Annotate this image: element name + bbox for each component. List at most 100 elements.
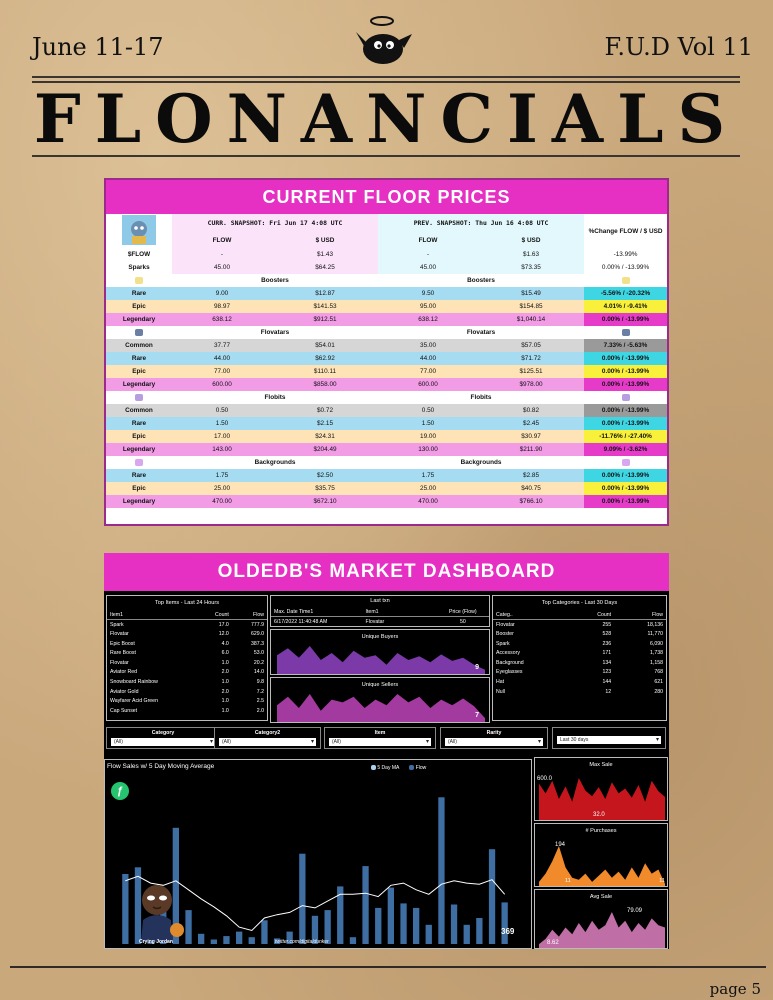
top-item-row-name: Flovatar bbox=[110, 659, 129, 666]
top-item-row-flow: 777.9 bbox=[251, 621, 264, 628]
top-category-row[interactable]: Booster 528 11,770 bbox=[493, 629, 666, 639]
area-fill bbox=[277, 694, 485, 722]
top-items-col-count[interactable]: Count bbox=[196, 610, 232, 621]
prev-flow-cell: 95.00 bbox=[378, 300, 479, 313]
floor-row[interactable]: Legendary 638.12 $912.51 638.12 $1,040.14 0.0… bbox=[106, 313, 668, 326]
section-name-curr: Flobits bbox=[172, 391, 379, 404]
floor-row[interactable]: Legendary 470.00 $672.10 470.00 $766.10 0.00%… bbox=[106, 495, 668, 508]
filter-label: Item bbox=[374, 730, 386, 736]
top-category-row-name: Eyeglasses bbox=[496, 669, 523, 676]
floor-row[interactable]: Epic 25.00 $35.75 25.00 $40.75 0.00% / -13.99… bbox=[106, 482, 668, 495]
top-item-row[interactable]: Flovatar 1.0 20.2 bbox=[107, 658, 267, 668]
floor-row[interactable]: Rare 44.00 $62.92 44.00 $71.72 0.00% / -13.99… bbox=[106, 352, 668, 365]
last-txn-row[interactable]: 6/17/2022 11:40:48 AM Flovatar 50 bbox=[271, 617, 489, 627]
top-item-row[interactable]: Cap Sunset 1.0 2.0 bbox=[107, 706, 267, 716]
top-item-row-name: Flovatar bbox=[110, 630, 129, 637]
top-item-row-flow: 14.0 bbox=[253, 669, 264, 676]
flow-sales-chart[interactable] bbox=[105, 772, 531, 948]
curr-flow-cell: 77.00 bbox=[172, 365, 272, 378]
floor-row-label: Common bbox=[106, 404, 172, 417]
top-category-row-flow: 6,090 bbox=[650, 640, 663, 647]
prev-flow-cell: 19.00 bbox=[378, 430, 479, 443]
top-item-row[interactable]: Spark 17.0 777.9 bbox=[107, 620, 267, 630]
flow-bar bbox=[248, 937, 255, 944]
floor-row[interactable]: Legendary 600.00 $858.00 600.00 $978.00 0.00%… bbox=[106, 378, 668, 391]
top-category-row-count: 144 bbox=[602, 678, 612, 685]
floor-prices-panel: CURRENT FLOOR PRICES CURR. SNAPSHOT: Fri… bbox=[104, 178, 669, 526]
filter-dropdown[interactable]: Last 30 days bbox=[557, 736, 661, 744]
floor-row[interactable]: Common 0.50 $0.72 0.50 $0.82 0.00% / -13.99% bbox=[106, 404, 668, 417]
max-sale-chart[interactable] bbox=[539, 772, 665, 820]
change-cell: 0.00% / -13.99% bbox=[584, 352, 668, 365]
top-categories-col-flow[interactable]: Flow bbox=[614, 610, 666, 621]
floor-row[interactable]: Rare 9.00 $12.87 9.50 $15.49 -5.56% / -20.32% bbox=[106, 287, 668, 300]
filter-dropdown[interactable]: (All) bbox=[445, 738, 543, 746]
top-category-row[interactable]: Hat 144 621 bbox=[493, 677, 666, 687]
flow-bar bbox=[375, 907, 382, 944]
filter-dropdown[interactable]: (All) bbox=[219, 738, 316, 746]
unique-sellers-sparkline[interactable] bbox=[277, 690, 485, 722]
filter-dropdown[interactable]: (All) bbox=[329, 738, 431, 746]
floor-row[interactable]: Epic 77.00 $110.11 77.00 $125.51 0.00% / -13.… bbox=[106, 365, 668, 378]
top-category-row-name: Hat bbox=[496, 678, 505, 685]
top-item-row-flow: 629.0 bbox=[251, 630, 264, 637]
prev-usd-cell: $40.75 bbox=[478, 482, 585, 495]
section-name-prev: Boosters bbox=[378, 274, 585, 287]
unique-buyers-sparkline[interactable] bbox=[277, 642, 485, 674]
floor-row[interactable]: Common 37.77 $54.01 35.00 $57.05 7.33% / -5.6… bbox=[106, 339, 668, 352]
avg-sale-chart[interactable] bbox=[539, 904, 665, 948]
purchases-chart[interactable] bbox=[539, 838, 665, 886]
flow-bar bbox=[286, 931, 293, 944]
change-cell: 0.00% / -13.99% bbox=[584, 404, 668, 417]
floor-row[interactable]: Rare 1.75 $2.50 1.75 $2.85 0.00% / -13.99% bbox=[106, 469, 668, 482]
top-categories-col-category[interactable]: Categ.. bbox=[493, 610, 566, 621]
top-category-row[interactable]: Null 12 280 bbox=[493, 687, 666, 697]
floor-row[interactable]: Epic 98.97 $141.53 95.00 $154.85 4.01% / -9.4… bbox=[106, 300, 668, 313]
top-items-col-item[interactable]: Item1 bbox=[107, 610, 197, 621]
change-cell: 0.00% / -13.99% bbox=[584, 495, 668, 508]
floor-row[interactable]: Legendary 143.00 $204.49 130.00 $211.90 9.09%… bbox=[106, 443, 668, 456]
max-sale-title: Max Sale bbox=[589, 762, 613, 768]
top-category-row[interactable]: Spark 236 6,090 bbox=[493, 639, 666, 649]
top-item-row-flow: 9.8 bbox=[256, 678, 264, 685]
top-category-row-count: 12 bbox=[605, 688, 612, 695]
top-item-row[interactable]: Wayfarer Acid Green 1.0 2.5 bbox=[107, 696, 267, 706]
top-category-row[interactable]: Accessory 171 1,738 bbox=[493, 648, 666, 658]
floor-row[interactable]: $FLOW - $1.43- $1.63 -13.99% bbox=[106, 248, 667, 261]
legend-flow[interactable]: Flow bbox=[409, 765, 426, 771]
curr-usd-cell: $912.51 bbox=[272, 313, 379, 326]
section-name-prev: Backgrounds bbox=[378, 456, 585, 469]
top-category-row[interactable]: Background 134 1,158 bbox=[493, 658, 666, 668]
prev-usd-cell: $154.85 bbox=[478, 300, 585, 313]
section-icon bbox=[106, 326, 172, 339]
top-item-row[interactable]: Flovatar 12.0 629.0 bbox=[107, 629, 267, 639]
top-categories-col-count[interactable]: Count bbox=[565, 610, 615, 621]
floor-row[interactable]: Sparks 45.00 $64.25 45.00 $73.35 0.00% / -13.… bbox=[106, 261, 667, 274]
top-item-row[interactable]: Rare Boost 6.0 53.0 bbox=[107, 648, 267, 658]
top-category-row[interactable]: Eyeglasses 123 768 bbox=[493, 668, 666, 678]
top-category-row-count: 171 bbox=[602, 650, 612, 657]
floor-row[interactable]: Rare 1.50 $2.15 1.50 $2.45 0.00% / -13.99% bbox=[106, 417, 668, 430]
change-cell: 4.01% / -9.41% bbox=[584, 300, 668, 313]
top-item-row[interactable]: Aviator Red 2.0 14.0 bbox=[107, 668, 267, 678]
change-cell: 0.00% / -13.99% bbox=[584, 469, 668, 482]
top-item-row[interactable]: Snowboard Rainbow 1.0 9.8 bbox=[107, 677, 267, 687]
top-category-row[interactable]: Flovatar 255 18,136 bbox=[493, 620, 666, 630]
change-cell: 7.33% / -5.63% bbox=[584, 339, 668, 352]
section-icon bbox=[584, 326, 668, 339]
top-item-row[interactable]: Aviator Gold 2.0 7.2 bbox=[107, 687, 267, 697]
flow-bar bbox=[311, 915, 319, 944]
floor-row-label: Epic bbox=[106, 430, 172, 443]
floor-row[interactable]: Epic 17.00 $24.31 19.00 $30.97 -11.76% / -27.… bbox=[106, 430, 668, 443]
curr-flow-cell: 1.75 bbox=[172, 469, 272, 482]
prev-flow-cell: 638.12 bbox=[378, 313, 479, 326]
curr-usd-cell: $858.00 bbox=[272, 378, 379, 391]
filter-date-range: Last 30 days bbox=[552, 727, 666, 749]
top-items-col-flow[interactable]: Flow bbox=[231, 610, 267, 621]
top-item-row[interactable]: Epic Boost 4.0 387.3 bbox=[107, 639, 267, 649]
floor-row-label: Rare bbox=[106, 469, 172, 482]
filter-item: Item (All) bbox=[324, 727, 436, 749]
legend-ma[interactable]: 5 Day MA bbox=[371, 765, 399, 771]
floor-row-label: Sparks bbox=[128, 264, 150, 271]
filter-dropdown[interactable]: (All) bbox=[111, 738, 215, 746]
